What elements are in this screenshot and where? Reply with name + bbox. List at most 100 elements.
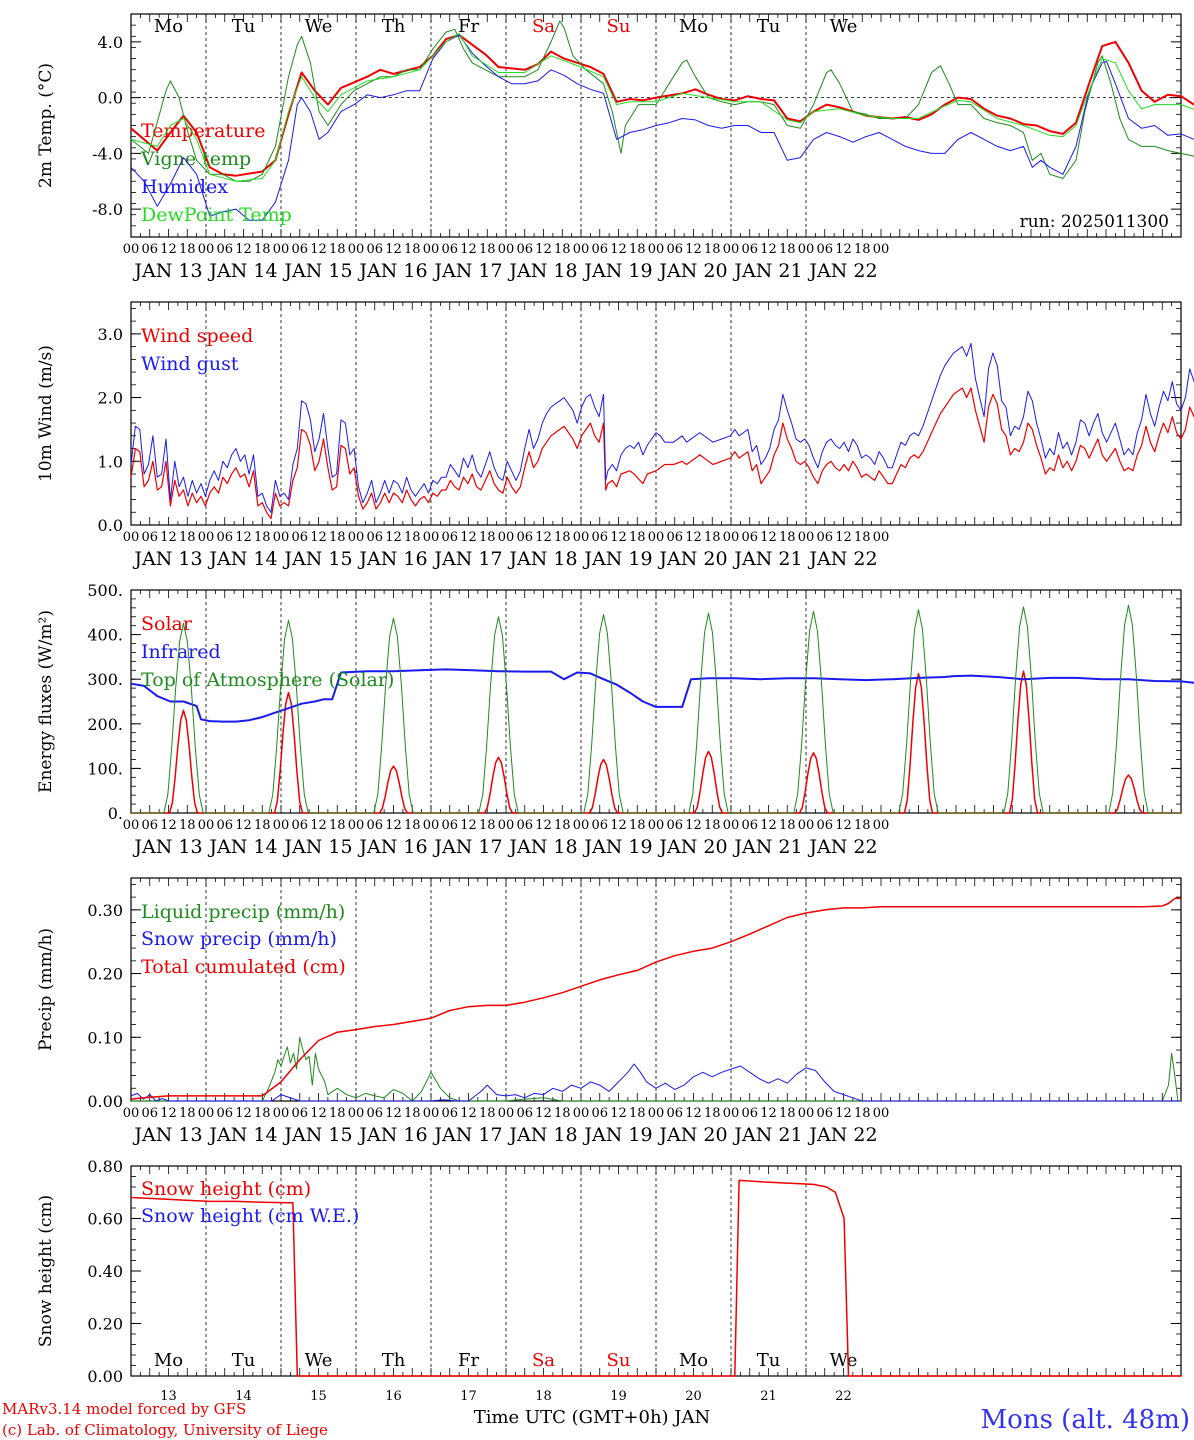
hour-tick-label: 06 (291, 1106, 308, 1121)
date-label: JAN 17 (432, 548, 502, 570)
date-label: JAN 16 (357, 548, 427, 570)
hour-tick-label: 06 (141, 1106, 158, 1121)
hour-tick-label: 00 (573, 242, 590, 257)
hour-tick-label: 12 (460, 242, 477, 257)
weekday-label: We (830, 16, 858, 37)
y-axis-label: 10m Wind (m/s) (36, 345, 56, 482)
hour-tick-label: 18 (554, 242, 571, 257)
hour-tick-label: 00 (648, 242, 665, 257)
hour-tick-label: 00 (498, 818, 515, 833)
date-label: JAN 15 (282, 836, 352, 858)
weekday-label: Mo (679, 1350, 708, 1371)
hour-tick-label: 18 (404, 242, 421, 257)
date-label: JAN 13 (132, 1124, 202, 1146)
hour-tick-label: 06 (741, 818, 758, 833)
hour-tick-label: 00 (873, 818, 890, 833)
y-tick-label: 0.40 (87, 1262, 123, 1281)
date-label: JAN 14 (207, 836, 277, 858)
day-number-label: 13 (160, 1389, 177, 1404)
y-tick-label: 0.30 (87, 901, 123, 920)
hour-tick-label: 18 (704, 530, 721, 545)
hour-tick-label: 12 (235, 530, 252, 545)
hour-tick-label: 06 (366, 530, 383, 545)
hour-tick-label: 00 (423, 530, 440, 545)
day-number-label: 18 (535, 1389, 552, 1404)
hour-tick-label: 12 (535, 530, 552, 545)
hour-tick-label: 18 (479, 1106, 496, 1121)
hour-tick-label: 00 (273, 818, 290, 833)
hour-tick-label: 12 (460, 1106, 477, 1121)
y-tick-label: 0.0 (98, 516, 123, 535)
hour-tick-label: 12 (160, 818, 177, 833)
hour-tick-label: 00 (723, 242, 740, 257)
hour-tick-label: 18 (554, 530, 571, 545)
station-label: Mons (alt. 48m) (981, 1405, 1190, 1435)
legend-entry: Liquid precip (mm/h) (141, 901, 345, 923)
legend-entry: Solar (141, 613, 193, 635)
hour-tick-label: 06 (366, 1106, 383, 1121)
legend-entry: Wind gust (141, 353, 239, 375)
y-tick-label: 500. (87, 581, 123, 600)
date-label: JAN 16 (357, 260, 427, 282)
hour-tick-label: 00 (723, 1106, 740, 1121)
hour-tick-label: 12 (835, 530, 852, 545)
hour-tick-label: 06 (516, 1106, 533, 1121)
hour-tick-label: 00 (648, 530, 665, 545)
day-number-label: 22 (835, 1389, 852, 1404)
date-label: JAN 21 (732, 1124, 802, 1146)
hour-tick-label: 18 (479, 242, 496, 257)
legend-entry: Top of Atmosphere (Solar) (141, 669, 394, 691)
date-label: JAN 20 (657, 1124, 727, 1146)
weekday-label: Tu (232, 1350, 256, 1371)
hour-tick-label: 06 (816, 818, 833, 833)
hour-tick-label: 00 (273, 242, 290, 257)
series-line-vigne-temp (130, 20, 1194, 182)
legend-entry: Snow precip (mm/h) (141, 928, 337, 950)
hour-tick-label: 00 (873, 1106, 890, 1121)
series-line-wind-speed (130, 387, 1194, 520)
weekday-label: We (305, 1350, 333, 1371)
hour-tick-label: 18 (854, 1106, 871, 1121)
hour-tick-label: 12 (610, 1106, 627, 1121)
legend-entry: Total cumulated (cm) (141, 956, 346, 978)
hour-tick-label: 18 (404, 530, 421, 545)
hour-tick-label: 06 (441, 530, 458, 545)
hour-tick-label: 06 (666, 530, 683, 545)
date-label: JAN 19 (582, 1124, 652, 1146)
hour-tick-label: 18 (854, 818, 871, 833)
hour-tick-label: 18 (854, 530, 871, 545)
hour-tick-label: 00 (273, 1106, 290, 1121)
date-label: JAN 13 (132, 548, 202, 570)
hour-tick-label: 12 (535, 1106, 552, 1121)
y-tick-label: 0.10 (87, 1028, 123, 1047)
series-line-snow-precip-mm-h- (130, 1063, 1181, 1102)
hour-tick-label: 18 (704, 1106, 721, 1121)
hour-tick-label: 00 (198, 818, 215, 833)
hour-tick-label: 18 (329, 242, 346, 257)
hour-tick-label: 18 (704, 818, 721, 833)
hour-tick-label: 06 (366, 242, 383, 257)
hour-tick-label: 00 (498, 1106, 515, 1121)
hour-tick-label: 06 (666, 242, 683, 257)
hour-tick-label: 06 (141, 530, 158, 545)
hour-tick-label: 06 (216, 242, 233, 257)
date-label: JAN 18 (507, 548, 577, 570)
hour-tick-label: 12 (460, 530, 477, 545)
hour-tick-label: 06 (816, 530, 833, 545)
y-axis-label: Energy fluxes (W/m²) (36, 610, 56, 793)
hour-tick-label: 00 (123, 818, 140, 833)
legend-entry: Snow height (cm) (141, 1178, 311, 1200)
hour-tick-label: 06 (141, 242, 158, 257)
hour-tick-label: 18 (404, 818, 421, 833)
y-tick-label: 100. (87, 759, 123, 778)
hour-tick-label: 00 (873, 530, 890, 545)
hour-tick-label: 06 (216, 818, 233, 833)
date-label: JAN 18 (507, 260, 577, 282)
hour-tick-label: 12 (760, 242, 777, 257)
date-label: JAN 22 (807, 548, 877, 570)
hour-tick-label: 12 (160, 1106, 177, 1121)
series-line-infrared (130, 668, 1194, 723)
date-label: JAN 16 (357, 836, 427, 858)
